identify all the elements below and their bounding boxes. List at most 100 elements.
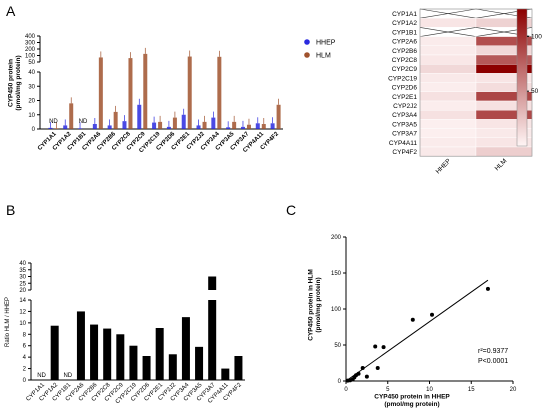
p-value-label: P<0.0001 [478,358,508,365]
legend-label-hlm: HLM [316,53,331,60]
axis-label-line: CYP450 protein in HLM [308,269,315,341]
panel-letter-b: B [6,202,15,218]
scatter-point [364,374,369,379]
heat-cell [419,100,477,111]
y-tick-label: 200 [331,235,342,241]
heat-cell [419,128,477,139]
heat-cell [419,91,477,102]
bar-hhep-cyp3a5 [226,127,231,129]
colorbar-tick-label: 100 [531,33,542,40]
heat-row-label: CYP1A1 [392,11,417,18]
y-axis-label: Ratio HLM / HHEP [5,297,11,347]
y-tick-label: 40 [19,261,26,267]
bar-cyp3a5 [195,346,204,380]
bar-cyp2c9 [116,334,125,380]
scatter-point [485,286,490,291]
axis-label-line: CYP450 protein in HHEP [374,394,450,401]
bar-hlm-cyp2d6 [172,117,177,129]
bar-hhep-cyp4f2 [270,123,275,129]
y-tick-label: 2 [23,367,27,373]
bar-cyp2j2 [168,354,177,380]
y-tick-label: 4 [23,355,27,361]
heat-row-label: CYP2C8 [392,57,418,64]
y-tick-label: 400 [25,34,36,40]
r-squared-label: r²=0.9377 [478,348,508,355]
y-tick-label: 200 [25,47,36,53]
heat-cell [419,137,477,148]
heat-row-label: CYP3A7 [392,131,417,138]
heat-cell [419,54,477,65]
scatter-point [373,344,378,349]
heat-cell [419,146,477,157]
legend-marker-hlm [304,52,310,58]
nd-label: ND [63,373,72,379]
bar-cyp2b6 [90,324,99,380]
fit-line [345,279,489,382]
legend-label-hhep: HHEP [316,40,336,47]
y-tick-label: 14 [19,298,26,304]
bar-cyp3a4 [181,317,190,380]
bar-hhep-cyp2c8 [122,121,127,129]
y-tick-label: 12 [19,309,26,315]
heat-row-label: CYP3A4 [392,112,417,119]
heat-row-label: CYP1B1 [392,29,417,36]
bar-hlm-cyp2c9 [143,53,148,129]
heat-cell [419,119,477,129]
heat-row-label: CYP2J2 [393,103,417,110]
bar-hhep-cyp2c9 [137,104,142,129]
y-tick-label: 0 [32,127,36,133]
bar-hlm-cyp3a7 [246,124,251,129]
bar-cyp2c8 [103,328,112,380]
heat-row-label: CYP2B6 [392,48,417,55]
bar-hlm-cyp2c8 [128,58,133,129]
bar-hhep-cyp2b6 [107,125,112,129]
scatter-point [360,366,365,371]
panel-letter-a: A [6,3,16,19]
y-tick-label: 300 [25,41,36,47]
bar-hlm-cyp4f2 [276,104,281,129]
y-tick-label: 30 [28,84,35,90]
bar-hhep-cyp3a7 [240,126,245,129]
y-axis-label: CYP450 protein in HLM(pmol/mg protein) [308,269,322,341]
heat-row-label: CYP2E1 [392,94,417,101]
bar-cyp2c19 [129,345,138,380]
y-tick-label: 8 [23,332,27,338]
bar-cyp1a2 [50,325,59,380]
bar-hhep-cyp2j2 [196,125,201,129]
heat-cell [419,45,477,56]
heat-cell [419,63,477,74]
heat-cell-cross [419,8,477,19]
scatter-point [410,317,415,322]
x-tick-label: 20 [510,387,517,393]
x-tick-label: 10 [426,387,433,393]
axis-label-line: (pmol/mg protein) [384,401,439,408]
bar-cyp2e1 [155,328,164,380]
heat-row-label: CYP1A2 [392,20,417,27]
bar-hhep-cyp1b1 [78,128,83,129]
x-tick-label: 0 [344,387,348,393]
bar-hhep-cyp1a2 [63,125,68,129]
heat-cell [419,82,477,92]
heat-col-label: HHEP [435,158,453,176]
y-tick-label: 6 [23,344,27,350]
y-tick-label: 20 [28,99,35,105]
x-tick-label: 15 [468,387,475,393]
y-tick-label: 10 [28,113,35,119]
y-tick-label: 50 [28,60,35,66]
bar-hlm-cyp2j2 [202,121,207,129]
bar-hlm-cyp4a11 [261,124,266,129]
y-tick-label: 100 [25,54,36,60]
y-tick-label: 0 [338,379,342,385]
axis-label-line: (pmol/mg protein) [315,277,322,332]
scatter-point [381,345,386,350]
bar-hlm-cyp1a2 [69,103,74,129]
bar-hlm-cyp2a6 [98,57,103,130]
heat-cell [419,36,477,46]
bar-hhep-cyp4a11 [255,123,260,129]
y-tick-label: 10 [19,321,26,327]
y-tick-label: 50 [334,343,341,349]
heat-border [419,8,533,157]
